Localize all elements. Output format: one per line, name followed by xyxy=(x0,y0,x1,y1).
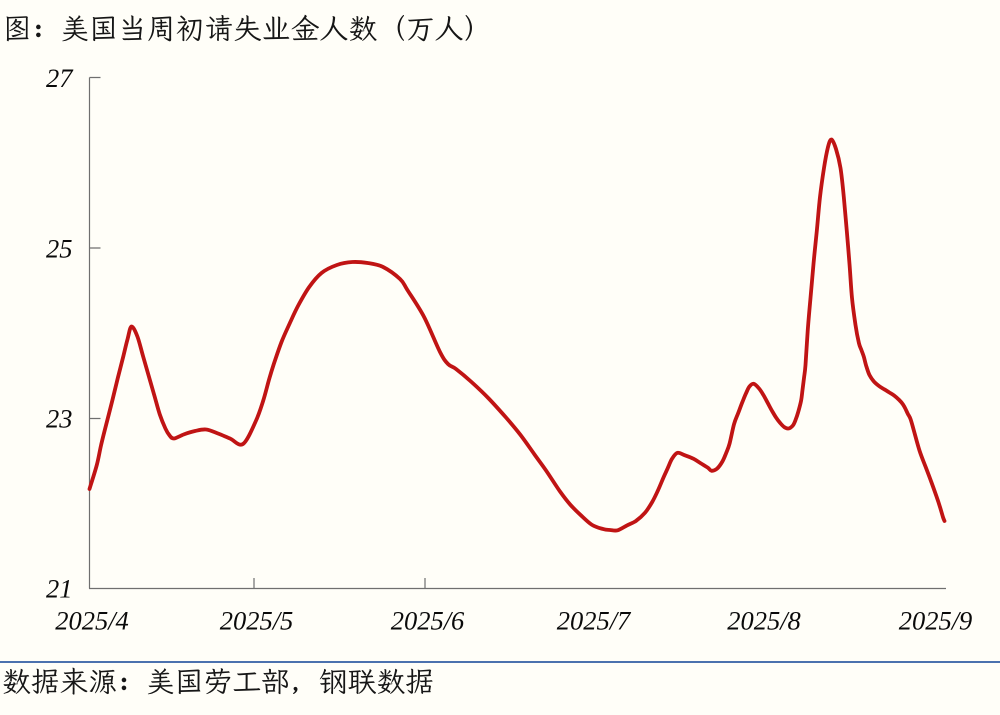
svg-text:2025/8: 2025/8 xyxy=(727,606,801,636)
svg-text:21: 21 xyxy=(46,574,73,604)
svg-text:25: 25 xyxy=(46,234,73,264)
svg-text:23: 23 xyxy=(46,404,73,434)
svg-text:2025/6: 2025/6 xyxy=(391,606,465,636)
svg-text:2025/4: 2025/4 xyxy=(55,606,129,636)
svg-text:2025/5: 2025/5 xyxy=(220,606,294,636)
svg-text:2025/7: 2025/7 xyxy=(557,606,632,636)
svg-text:27: 27 xyxy=(46,63,74,93)
svg-text:2025/9: 2025/9 xyxy=(899,606,973,636)
